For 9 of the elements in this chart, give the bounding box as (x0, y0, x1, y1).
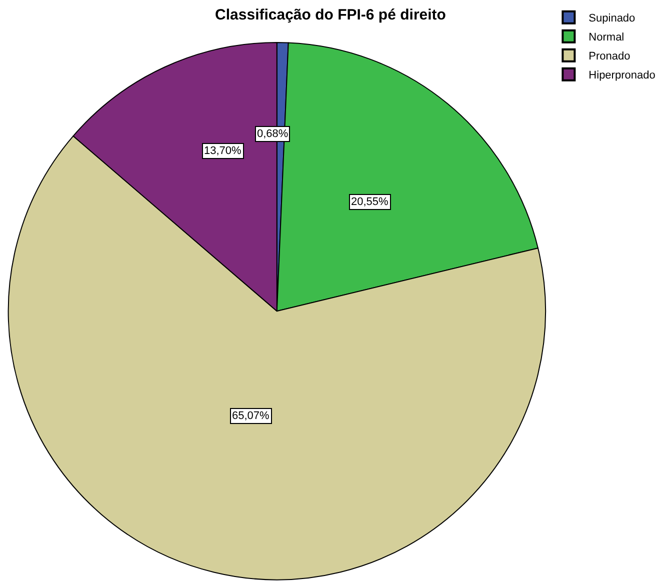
legend-label: Normal (588, 32, 624, 44)
legend-label: Supinado (588, 12, 636, 25)
legend-label: Pronado (588, 50, 630, 63)
data-label: 65,07% (232, 410, 270, 422)
data-label: 20,55% (351, 196, 389, 208)
chart-title: Classificação do FPI-6 pé direito (215, 6, 446, 24)
legend-label: Hiperpronado (588, 70, 656, 82)
data-label: 13,70% (204, 145, 242, 157)
data-label: 0,68% (257, 128, 288, 140)
